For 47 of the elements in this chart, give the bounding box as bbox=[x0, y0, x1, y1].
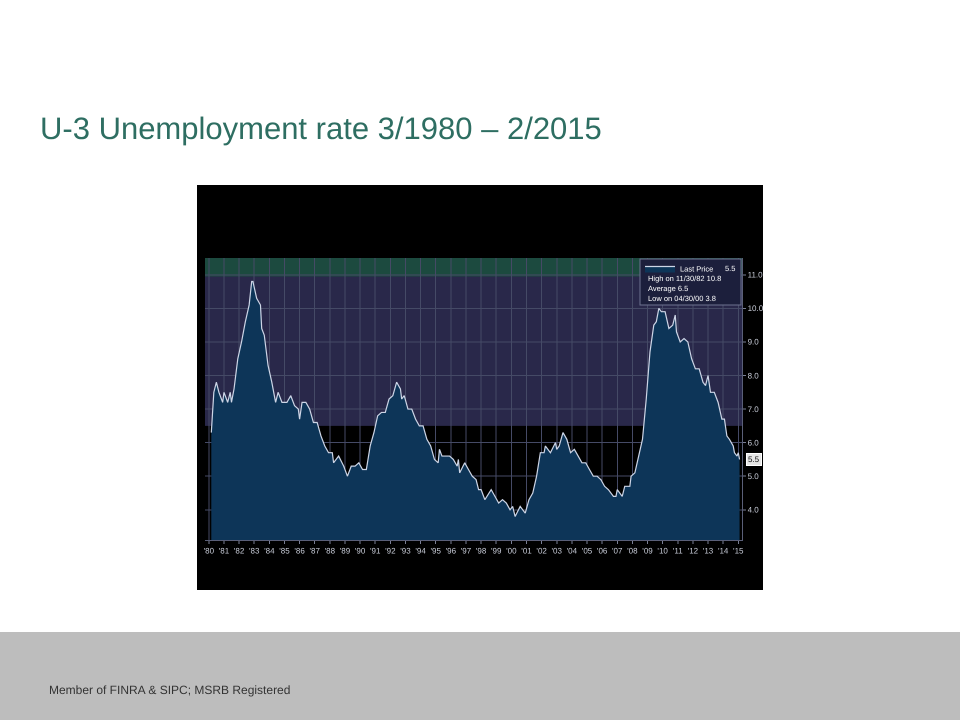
annotation: 5.5 bbox=[748, 455, 760, 464]
x-tick-label: '10 bbox=[657, 546, 668, 556]
x-tick-label: '84 bbox=[264, 546, 276, 556]
chart-title: U-3 Unemployment rate 3/1980 – 2/2015 bbox=[40, 110, 602, 146]
y-tick-label: 7.0 bbox=[748, 404, 760, 414]
y-tick-label: 5.0 bbox=[748, 472, 760, 482]
y-tick-label: 4.0 bbox=[748, 506, 760, 515]
x-tick-label: '02 bbox=[536, 546, 548, 556]
x-tick-label: '15 bbox=[733, 546, 744, 556]
x-tick-label: '93 bbox=[400, 546, 412, 556]
x-tick-label: '88 bbox=[324, 546, 336, 556]
y-tick-label: 11.0 bbox=[748, 270, 764, 280]
y-tick-label: 6.0 bbox=[748, 438, 760, 448]
x-tick-label: '01 bbox=[521, 546, 532, 556]
x-tick-label: '91 bbox=[370, 546, 381, 556]
x-tick-label: '00 bbox=[506, 546, 518, 556]
x-tick-label: '92 bbox=[385, 546, 396, 556]
x-tick-label: '90 bbox=[354, 546, 366, 556]
y-tick-label: 10.0 bbox=[748, 304, 764, 314]
x-tick-label: '12 bbox=[688, 546, 699, 556]
x-tick-label: '83 bbox=[248, 546, 260, 556]
x-tick-label: '11 bbox=[672, 546, 684, 556]
y-tick-label: 9.0 bbox=[748, 338, 760, 347]
x-tick-label: '14 bbox=[718, 546, 729, 556]
x-tick-label: '09 bbox=[642, 546, 654, 556]
y-tick-label: 8.0 bbox=[748, 371, 760, 380]
x-tick-label: '03 bbox=[552, 546, 563, 556]
x-tick-label: '89 bbox=[340, 546, 351, 556]
x-tick-label: '86 bbox=[294, 546, 306, 556]
x-tick-label: '06 bbox=[596, 546, 608, 556]
text: Member of FINRA & SIPC; MSRB Registered bbox=[49, 683, 290, 697]
x-tick-label: '96 bbox=[446, 546, 457, 556]
x-tick-label: '95 bbox=[430, 546, 442, 556]
x-tick-label: '08 bbox=[627, 546, 638, 556]
x-tick-label: '04 bbox=[566, 546, 578, 556]
x-tick-label: '98 bbox=[476, 546, 487, 556]
x-tick-label: '80 bbox=[204, 546, 215, 556]
x-tick-label: '99 bbox=[491, 546, 502, 556]
x-tick-label: '05 bbox=[582, 546, 593, 556]
x-tick-label: '07 bbox=[612, 546, 624, 556]
x-tick-label: '82 bbox=[234, 546, 245, 556]
x-tick-label: '81 bbox=[218, 546, 230, 556]
x-tick-label: '94 bbox=[415, 546, 426, 556]
x-tick-label: '87 bbox=[309, 546, 320, 556]
x-tick-label: '13 bbox=[702, 546, 714, 556]
x-tick-label: '97 bbox=[460, 546, 472, 556]
x-tick-label: '85 bbox=[279, 546, 290, 556]
